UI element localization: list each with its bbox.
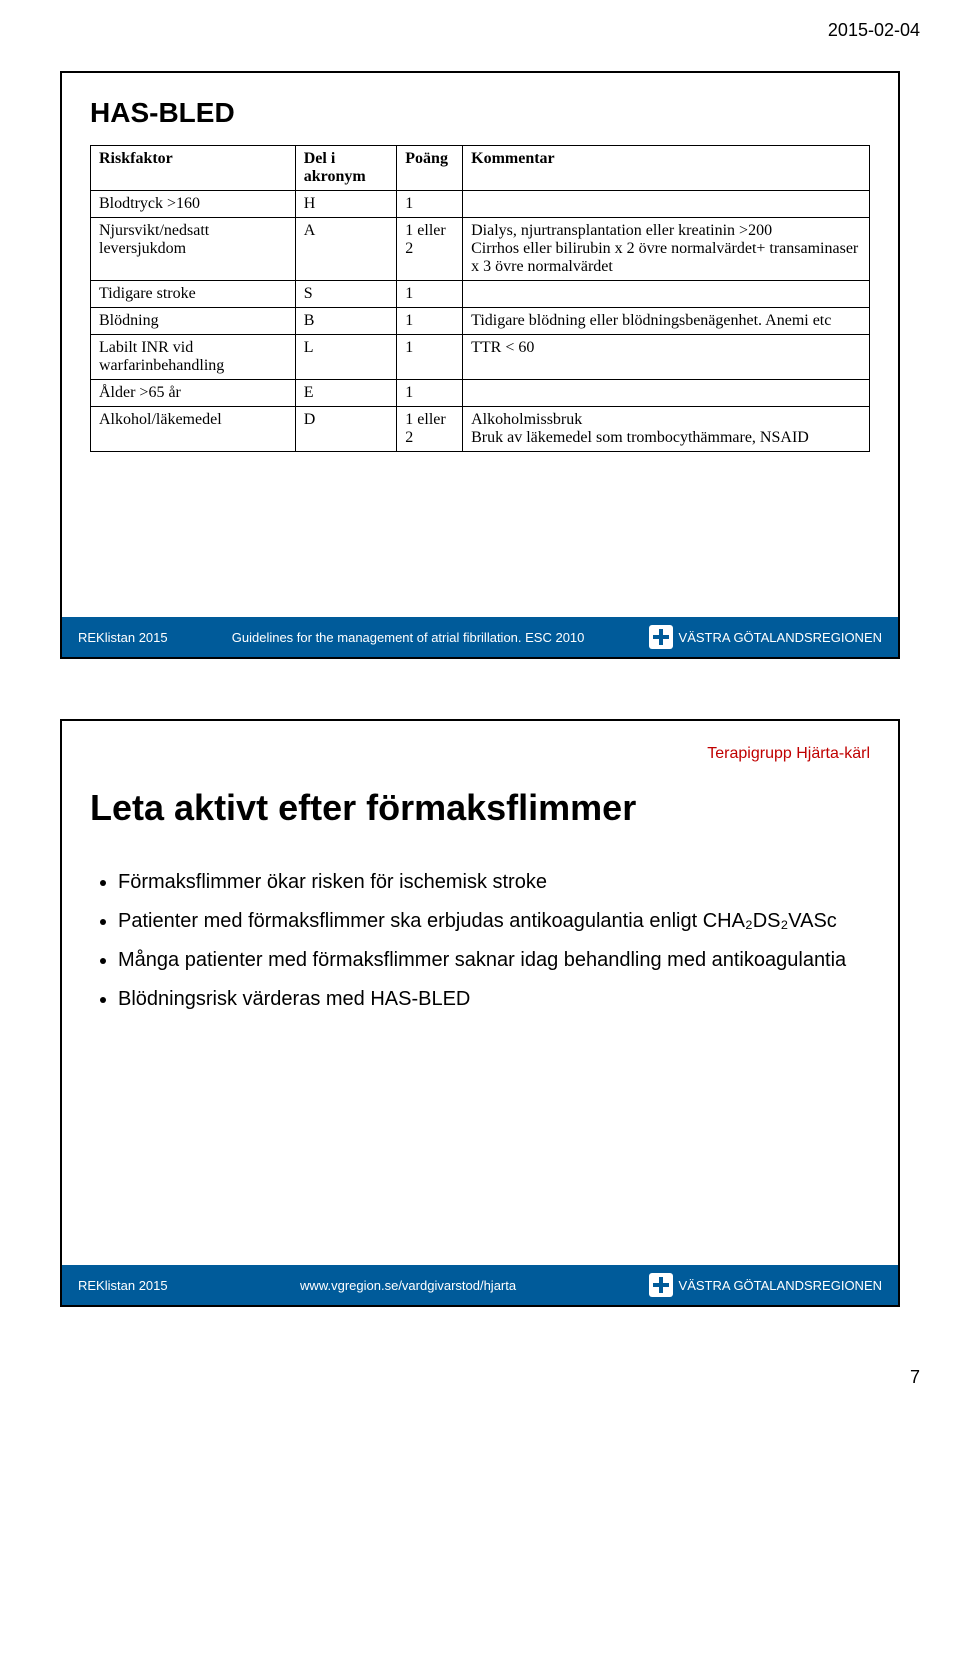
slide-leta: Terapigrupp Hjärta-kärl Leta aktivt efte…	[60, 719, 900, 1307]
table-cell: 1	[397, 380, 463, 407]
table-cell: Ålder >65 år	[91, 380, 296, 407]
footer-center: Guidelines for the management of atrial …	[168, 630, 649, 645]
table-cell: S	[295, 281, 397, 308]
th-akronym: Del i akronym	[295, 146, 397, 191]
terapigrupp-label: Terapigrupp Hjärta-kärl	[90, 745, 870, 763]
list-item: Blödningsrisk värderas med HAS-BLED	[118, 986, 870, 1013]
list-item: Förmaksflimmer ökar risken för ischemisk…	[118, 869, 870, 896]
vg-logo-icon	[649, 1273, 673, 1297]
table-cell: Tidigare stroke	[91, 281, 296, 308]
table-cell: TTR < 60	[463, 335, 870, 380]
table-cell: Njursvikt/nedsatt leversjukdom	[91, 218, 296, 281]
table-cell: L	[295, 335, 397, 380]
table-cell	[463, 191, 870, 218]
th-riskfaktor: Riskfaktor	[91, 146, 296, 191]
table-cell: 1	[397, 191, 463, 218]
table-row: Labilt INR vid warfarinbehandlingL1TTR <…	[91, 335, 870, 380]
vg-logo-icon	[649, 625, 673, 649]
slide-hasbled: HAS-BLED Riskfaktor Del i akronym Poäng …	[60, 71, 900, 659]
list-item: Många patienter med förmaksflimmer sakna…	[118, 947, 870, 974]
hasbled-table: Riskfaktor Del i akronym Poäng Kommentar…	[90, 145, 870, 452]
table-cell: 1	[397, 335, 463, 380]
table-row: Ålder >65 årE1	[91, 380, 870, 407]
footer-logo: VÄSTRA GÖTALANDSREGIONEN	[649, 625, 882, 649]
table-cell: Alkohol/läkemedel	[91, 407, 296, 452]
table-cell	[463, 380, 870, 407]
table-cell: 1 eller 2	[397, 218, 463, 281]
footer-left: REKlistan 2015	[78, 1278, 168, 1293]
th-kommentar: Kommentar	[463, 146, 870, 191]
bullets-list: Förmaksflimmer ökar risken för ischemisk…	[90, 869, 870, 1013]
table-cell: E	[295, 380, 397, 407]
slide2-title: Leta aktivt efter förmaksflimmer	[90, 787, 870, 829]
table-row: Tidigare strokeS1	[91, 281, 870, 308]
page-number: 7	[0, 1367, 960, 1408]
table-row: Blodtryck >160H1	[91, 191, 870, 218]
table-cell: Dialys, njurtransplantation eller kreati…	[463, 218, 870, 281]
footer-center: www.vgregion.se/vardgivarstod/hjarta	[168, 1278, 649, 1293]
table-row: BlödningB1Tidigare blödning eller blödni…	[91, 308, 870, 335]
footer-logo-text: VÄSTRA GÖTALANDSREGIONEN	[679, 1278, 882, 1293]
footer-left: REKlistan 2015	[78, 630, 168, 645]
table-cell: H	[295, 191, 397, 218]
table-row: Alkohol/läkemedelD1 eller 2Alkoholmissbr…	[91, 407, 870, 452]
footer-logo-text: VÄSTRA GÖTALANDSREGIONEN	[679, 630, 882, 645]
table-cell: Tidigare blödning eller blödningsbenägen…	[463, 308, 870, 335]
th-poang: Poäng	[397, 146, 463, 191]
page-date: 2015-02-04	[0, 0, 960, 51]
list-item: Patienter med förmaksflimmer ska erbjuda…	[118, 908, 870, 935]
slide1-title: HAS-BLED	[90, 97, 870, 129]
table-cell: 1	[397, 308, 463, 335]
table-cell: Alkoholmissbruk Bruk av läkemedel som tr…	[463, 407, 870, 452]
footer-logo: VÄSTRA GÖTALANDSREGIONEN	[649, 1273, 882, 1297]
table-header-row: Riskfaktor Del i akronym Poäng Kommentar	[91, 146, 870, 191]
table-cell: 1 eller 2	[397, 407, 463, 452]
slide1-footer: REKlistan 2015 Guidelines for the manage…	[62, 617, 898, 657]
table-cell: 1	[397, 281, 463, 308]
table-cell: Labilt INR vid warfarinbehandling	[91, 335, 296, 380]
table-cell: A	[295, 218, 397, 281]
table-cell: B	[295, 308, 397, 335]
slide2-footer: REKlistan 2015 www.vgregion.se/vardgivar…	[62, 1265, 898, 1305]
table-cell: Blodtryck >160	[91, 191, 296, 218]
table-cell: Blödning	[91, 308, 296, 335]
table-cell	[463, 281, 870, 308]
table-cell: D	[295, 407, 397, 452]
table-row: Njursvikt/nedsatt leversjukdomA1 eller 2…	[91, 218, 870, 281]
